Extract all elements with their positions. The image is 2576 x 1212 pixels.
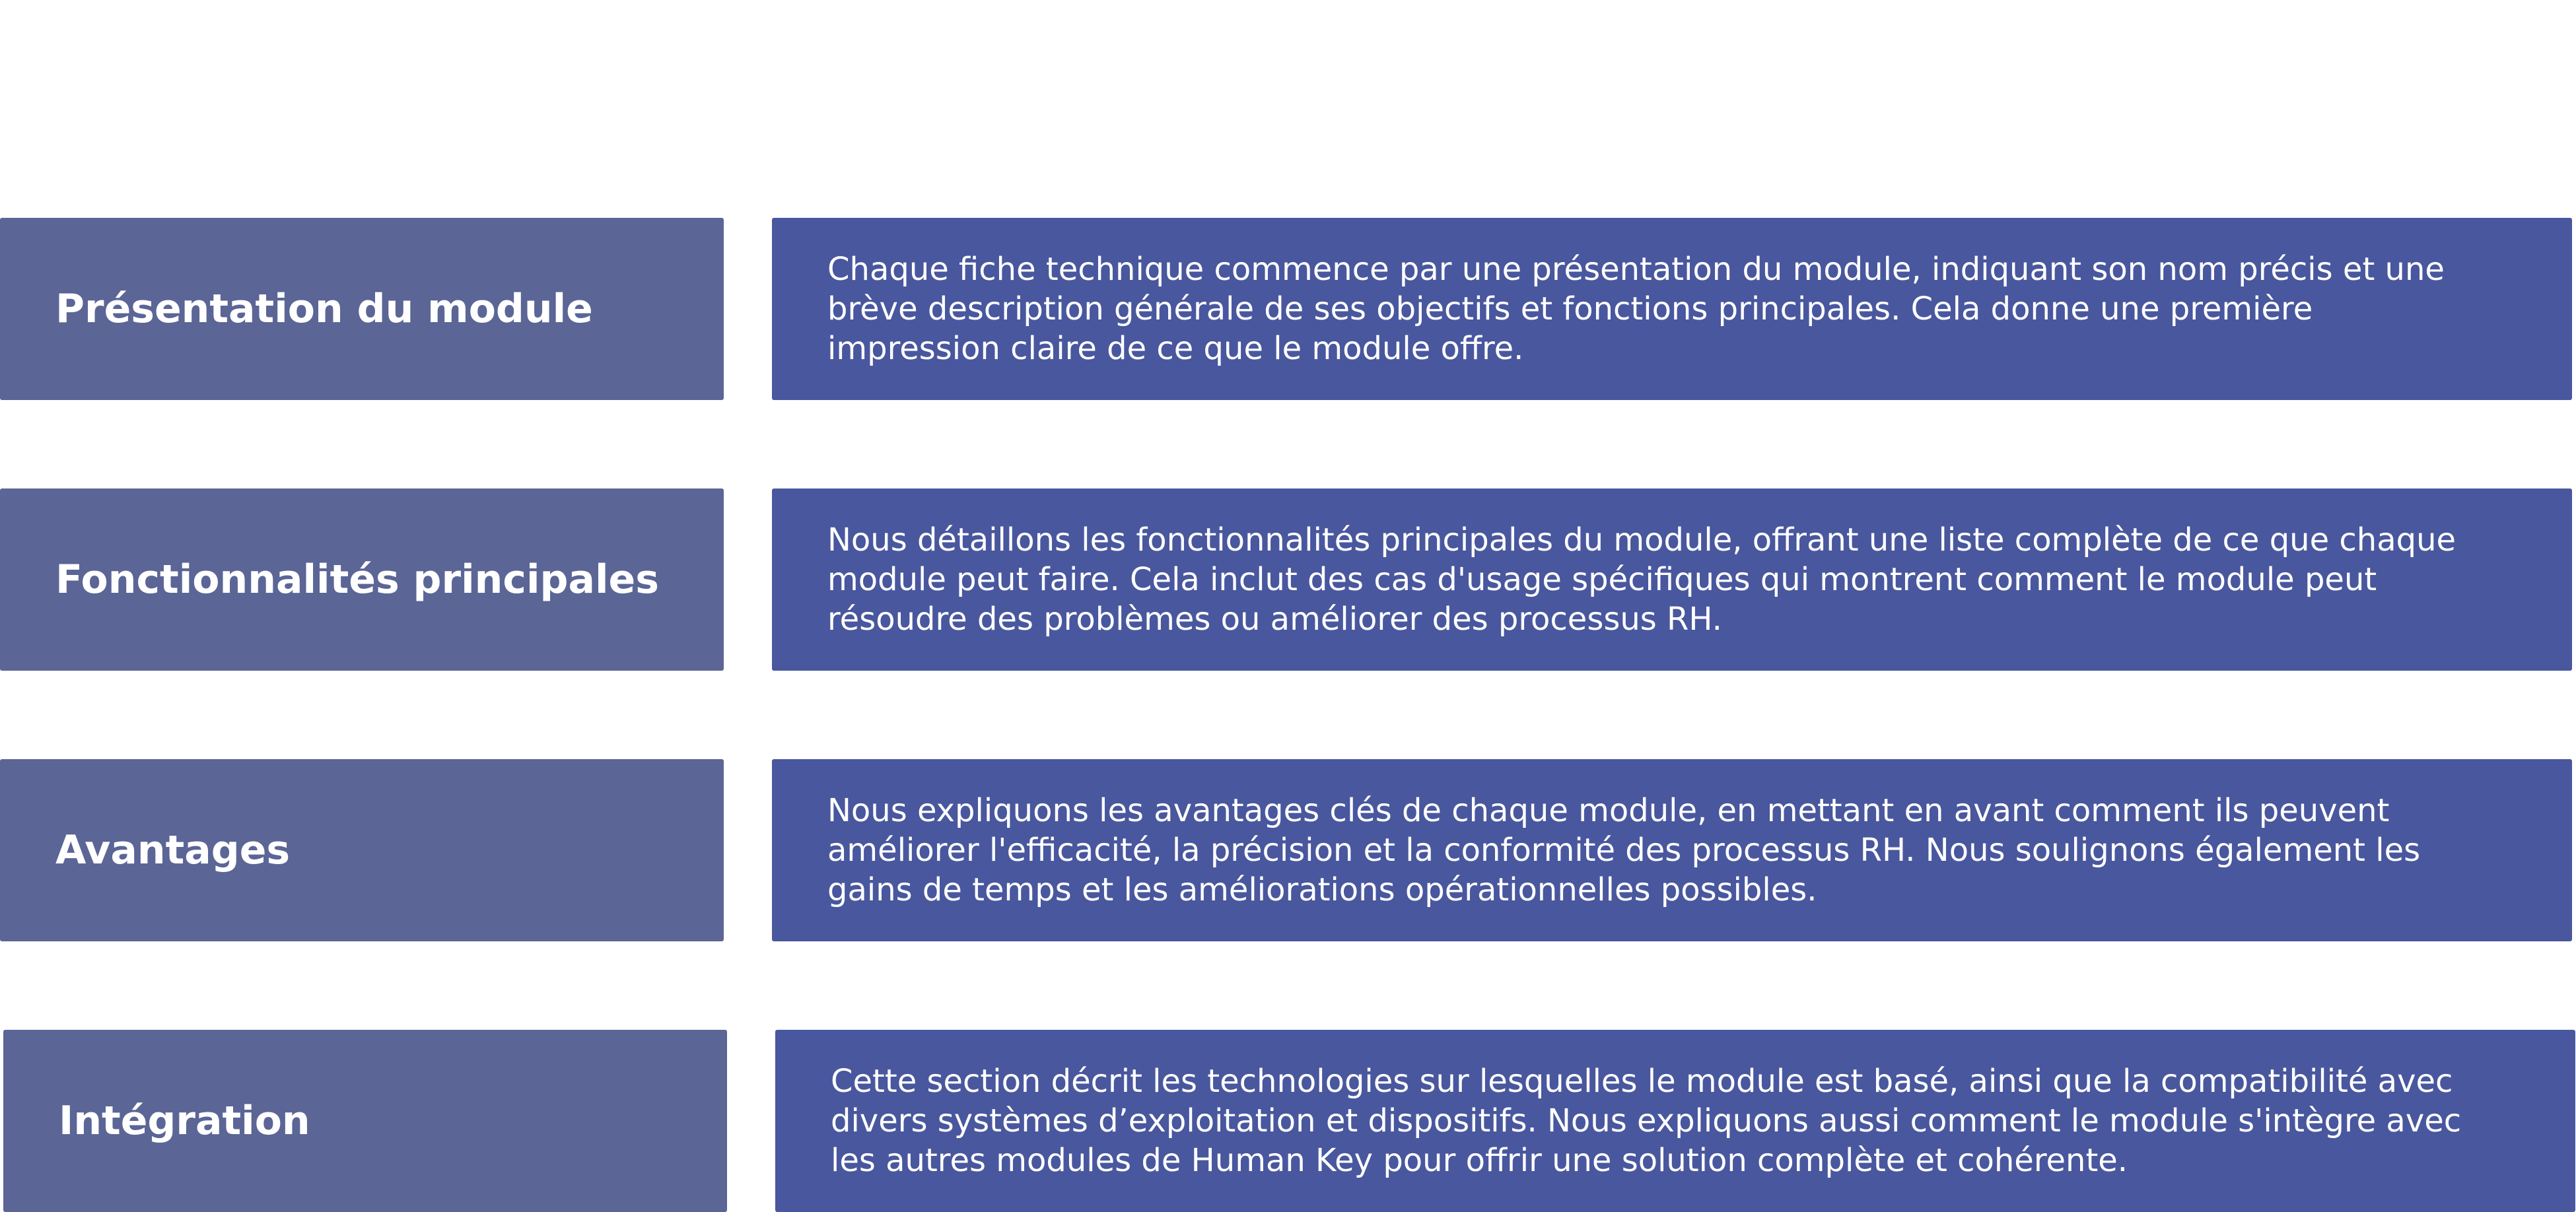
description-line: module peut faire. Cela inclut des cas d…	[827, 561, 2377, 598]
section-description: Nous détaillons les fonctionnalités prin…	[827, 520, 2456, 639]
description-line: Cette section décrit les technologies su…	[831, 1063, 2453, 1100]
section-description: Chaque fiche technique commence par une …	[827, 250, 2445, 368]
section-label-box: Présentation du module	[0, 218, 724, 400]
section-row-integration: Intégration Cette section décrit les tec…	[0, 1030, 2576, 1212]
section-description: Cette section décrit les technologies su…	[831, 1061, 2461, 1180]
section-label: Avantages	[55, 827, 291, 873]
section-label-box: Fonctionnalités principales	[0, 488, 724, 671]
section-label: Présentation du module	[55, 286, 593, 332]
description-line: impression claire de ce que le module of…	[827, 330, 1524, 367]
section-description-box: Nous détaillons les fonctionnalités prin…	[772, 488, 2572, 671]
description-line: Chaque fiche technique commence par une …	[827, 251, 2445, 288]
description-line: Nous détaillons les fonctionnalités prin…	[827, 522, 2456, 558]
description-line: améliorer l'efficacité, la précision et …	[827, 832, 2421, 869]
section-label: Intégration	[59, 1098, 310, 1144]
section-label: Fonctionnalités principales	[55, 556, 659, 603]
section-row-fonctionnalites: Fonctionnalités principales Nous détaill…	[0, 488, 2576, 671]
description-line: Nous expliquons les avantages clés de ch…	[827, 792, 2390, 829]
description-line: gains de temps et les améliorations opér…	[827, 871, 1817, 908]
section-description-box: Chaque fiche technique commence par une …	[772, 218, 2572, 400]
section-label-box: Intégration	[3, 1030, 727, 1212]
section-row-presentation: Présentation du module Chaque fiche tech…	[0, 218, 2576, 400]
section-description-box: Nous expliquons les avantages clés de ch…	[772, 759, 2572, 941]
description-line: les autres modules de Human Key pour off…	[831, 1142, 2128, 1179]
section-row-avantages: Avantages Nous expliquons les avantages …	[0, 759, 2576, 941]
description-line: brève description générale de ses object…	[827, 290, 2313, 327]
description-line: résoudre des problèmes ou améliorer des …	[827, 601, 1722, 638]
section-description: Nous expliquons les avantages clés de ch…	[827, 791, 2420, 910]
section-label-box: Avantages	[0, 759, 724, 941]
section-description-box: Cette section décrit les technologies su…	[775, 1030, 2575, 1212]
description-line: divers systèmes d’exploitation et dispos…	[831, 1102, 2462, 1139]
